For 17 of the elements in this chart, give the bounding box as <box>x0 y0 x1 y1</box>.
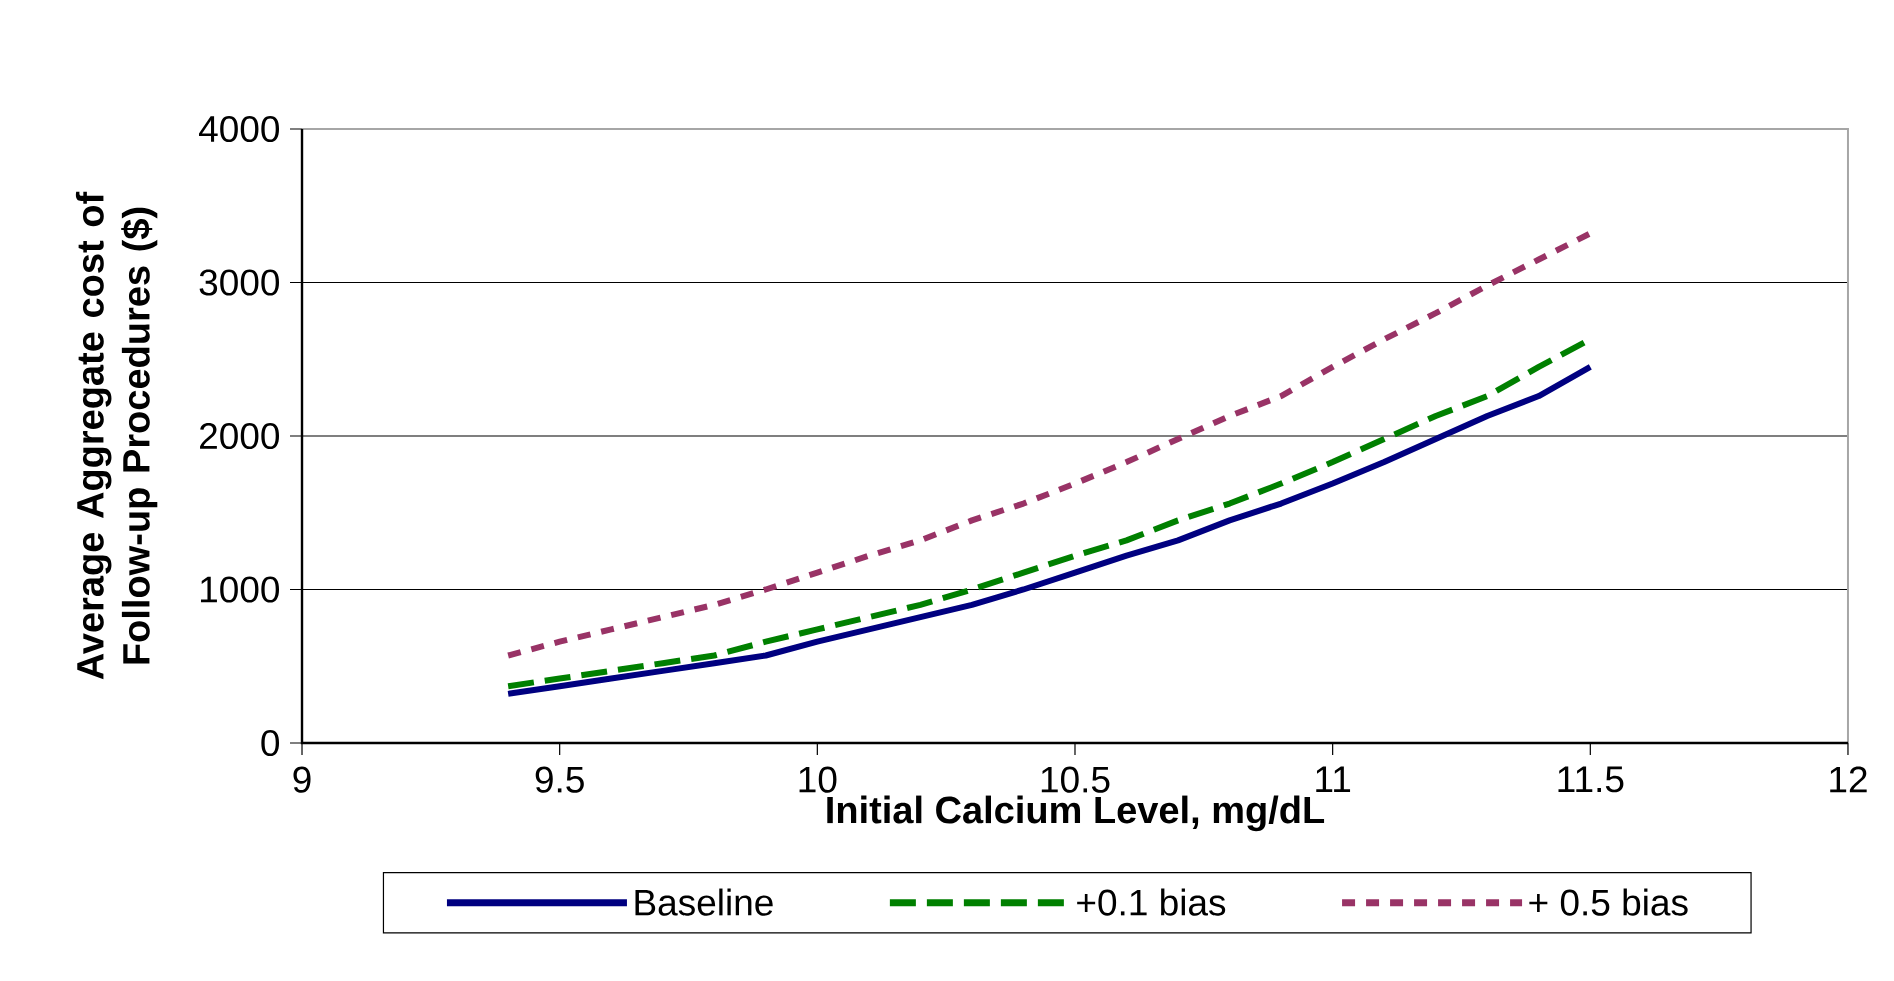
y-axis-title: Average Aggregate cost of Follow-up Procedures ($) <box>75 191 158 680</box>
x-tick-label: 11.5 <box>1558 766 1624 793</box>
legend-label: +0.1 bias <box>1077 888 1226 916</box>
x-tick-label: 12 <box>1830 766 1867 793</box>
y-tick-label: 2000 <box>200 422 280 450</box>
x-axis-title: Initial Calcium Level, mg/dL <box>827 795 1325 832</box>
legend-label: + 0.5 bias <box>1529 888 1688 916</box>
x-tick-label: 9 <box>293 766 311 793</box>
x-tick-label: 9.5 <box>535 766 584 793</box>
y-tick-label: 1000 <box>200 576 280 603</box>
x-tick-label: 10.5 <box>1041 766 1110 793</box>
y-tick-label: 3000 <box>199 269 280 296</box>
legend-label: Baseline <box>635 888 773 916</box>
y-tick-label: 4000 <box>199 115 280 143</box>
y-tick-label: 0 <box>261 729 280 757</box>
x-tick-label: 10 <box>799 766 837 793</box>
x-tick-label: 11 <box>1316 766 1351 792</box>
